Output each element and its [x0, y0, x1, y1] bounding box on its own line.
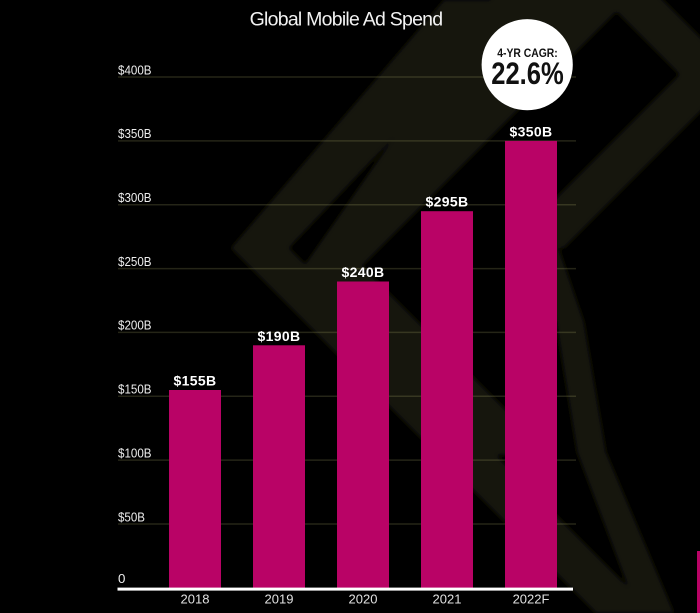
svg-text:$350B: $350B	[118, 126, 152, 141]
svg-text:2019: 2019	[265, 592, 294, 607]
svg-text:4-YR CAGR:: 4-YR CAGR:	[497, 46, 558, 60]
svg-text:2018: 2018	[181, 592, 210, 607]
svg-text:$240B: $240B	[341, 264, 384, 280]
svg-text:Global Mobile Ad Spend: Global Mobile Ad Spend	[250, 9, 443, 31]
svg-text:$350B: $350B	[509, 123, 552, 139]
svg-text:2022F: 2022F	[513, 592, 550, 607]
svg-text:$200B: $200B	[118, 318, 152, 333]
svg-text:22.6%: 22.6%	[491, 55, 564, 91]
svg-text:$400B: $400B	[118, 62, 152, 77]
svg-text:2020: 2020	[349, 592, 378, 607]
svg-text:$150B: $150B	[118, 382, 152, 397]
svg-text:$190B: $190B	[257, 328, 300, 344]
svg-text:2021: 2021	[433, 592, 462, 607]
svg-text:$50B: $50B	[118, 509, 145, 524]
svg-text:$100B: $100B	[118, 445, 152, 460]
svg-text:$155B: $155B	[173, 373, 216, 389]
svg-text:$295B: $295B	[425, 194, 468, 210]
svg-text:0: 0	[118, 571, 125, 586]
svg-text:$250B: $250B	[118, 254, 152, 269]
svg-text:$300B: $300B	[118, 190, 152, 205]
